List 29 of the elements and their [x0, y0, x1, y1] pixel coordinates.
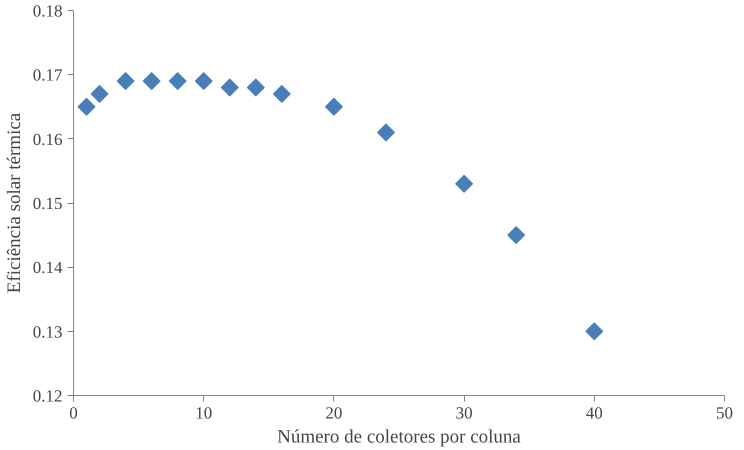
point [246, 78, 265, 96]
x-tick-label: 20 [325, 404, 342, 422]
point [220, 78, 239, 96]
y-tick-label: 0.15 [32, 194, 62, 213]
point [194, 72, 213, 90]
point [142, 72, 161, 90]
x-tick-label: 50 [716, 404, 733, 422]
y-tick-label: 0.14 [32, 258, 63, 278]
point [507, 226, 526, 244]
point [585, 322, 604, 340]
x-tick-label: 30 [456, 404, 473, 422]
y-tick-label: 0.16 [32, 130, 62, 149]
point [90, 84, 109, 103]
x-tick-label: 10 [195, 404, 212, 422]
point [272, 84, 291, 103]
point [324, 98, 343, 116]
y-axis-title: Eficiência solar térmica [4, 112, 25, 294]
y-tick-label: 0.17 [32, 66, 63, 85]
x-axis-title: Número de coletores por coluna [277, 426, 522, 448]
point [116, 72, 135, 90]
x-tick-label: 40 [586, 404, 603, 422]
point [168, 72, 187, 90]
x-tick-label: 0 [69, 404, 78, 422]
point [78, 98, 96, 116]
point [376, 123, 395, 142]
y-tick-label: 0.13 [32, 322, 62, 342]
y-tick-label: 0.12 [32, 386, 62, 406]
y-tick-label: 0.18 [32, 2, 62, 20]
point [455, 174, 474, 193]
